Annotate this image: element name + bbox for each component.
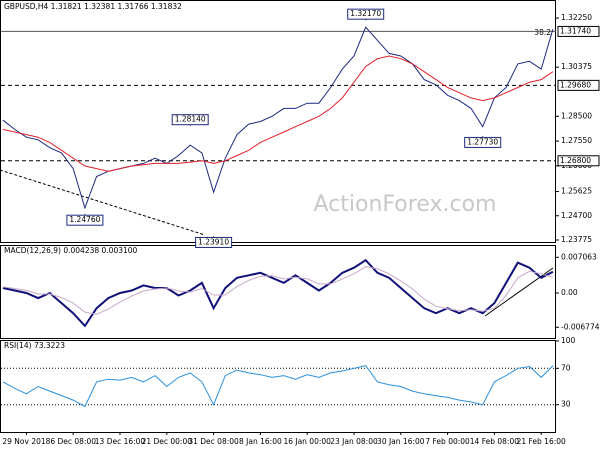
rsi-panel [0,340,556,433]
trendline [0,169,206,236]
level-box [557,155,600,167]
x-tick-label: 31 Dec 08:00 [188,437,239,446]
annotation-box [464,136,502,148]
y-tick-label: 100 [561,336,576,345]
y-tick-label: 1.25625 [561,187,592,196]
y-tick-label: 1.27550 [561,136,592,145]
x-tick-label: 30 Jan 16:00 [377,437,425,446]
price-panel [0,0,556,243]
y-tick-label: 0.00 [561,288,578,297]
level-label: 1.31740 [560,26,591,35]
y-tick-label: -0.006774 [561,322,600,331]
annotation-label: 1.28140 [175,115,206,124]
rsi-title: RSI(14) 73.3223 [4,341,65,350]
level-label: 1.29680 [560,80,591,89]
x-tick-label: 6 Dec 08:00 [50,437,96,446]
macd-panel [0,245,556,339]
series-line [2,26,554,210]
x-tick-label: 21 Feb 16:00 [517,437,566,446]
series-line [2,55,554,172]
y-tick-label: 1.23775 [561,235,592,244]
x-tick-label: 13 Dec 16:00 [95,437,146,446]
annotation-label: 1.24760 [69,215,100,224]
annotation-label: 1.23910 [198,237,229,246]
x-tick-label: 23 Jan 08:00 [330,437,378,446]
y-tick-label: 1.28500 [561,111,592,120]
y-tick-label: 1.32250 [561,13,592,22]
series-line [2,266,554,315]
y-tick-label: 30 [561,400,571,409]
level-label: 1.26800 [560,156,591,165]
x-tick-label: 16 Jan 00:00 [283,437,331,446]
watermark: ActionForex.com [314,192,497,217]
annotation-label: 1.27730 [467,137,498,146]
annotation-label: 1.32170 [350,9,381,18]
series-line [2,365,554,408]
macd-title: MACD(12,26,9) 0.004238 0.003100 [4,246,138,255]
x-tick-label: 14 Feb 08:00 [470,437,519,446]
annotation-box [66,214,104,226]
level-box [557,25,600,37]
annotation-box [347,8,385,20]
x-tick-label: 29 Nov 2018 [2,437,50,446]
y-tick-label: 0.007063 [561,252,597,261]
y-tick-label: 70 [561,363,571,372]
trendline [484,267,554,317]
x-tick-label: 21 Dec 00:00 [142,437,193,446]
y-tick-label: 1.24700 [561,211,592,220]
level-box [557,79,600,91]
annotation-box [195,236,233,248]
annotation-box [171,114,209,126]
x-tick-label: 8 Jan 16:00 [239,437,282,446]
x-tick-label: 7 Feb 00:00 [425,437,470,446]
y-tick-label: 1.30375 [561,62,592,71]
fib-label: 38.2 [534,28,551,37]
chart-title: GBPUSD,H4 1.31821 1.32381 1.31766 1.3183… [4,2,182,11]
series-line [2,258,554,328]
